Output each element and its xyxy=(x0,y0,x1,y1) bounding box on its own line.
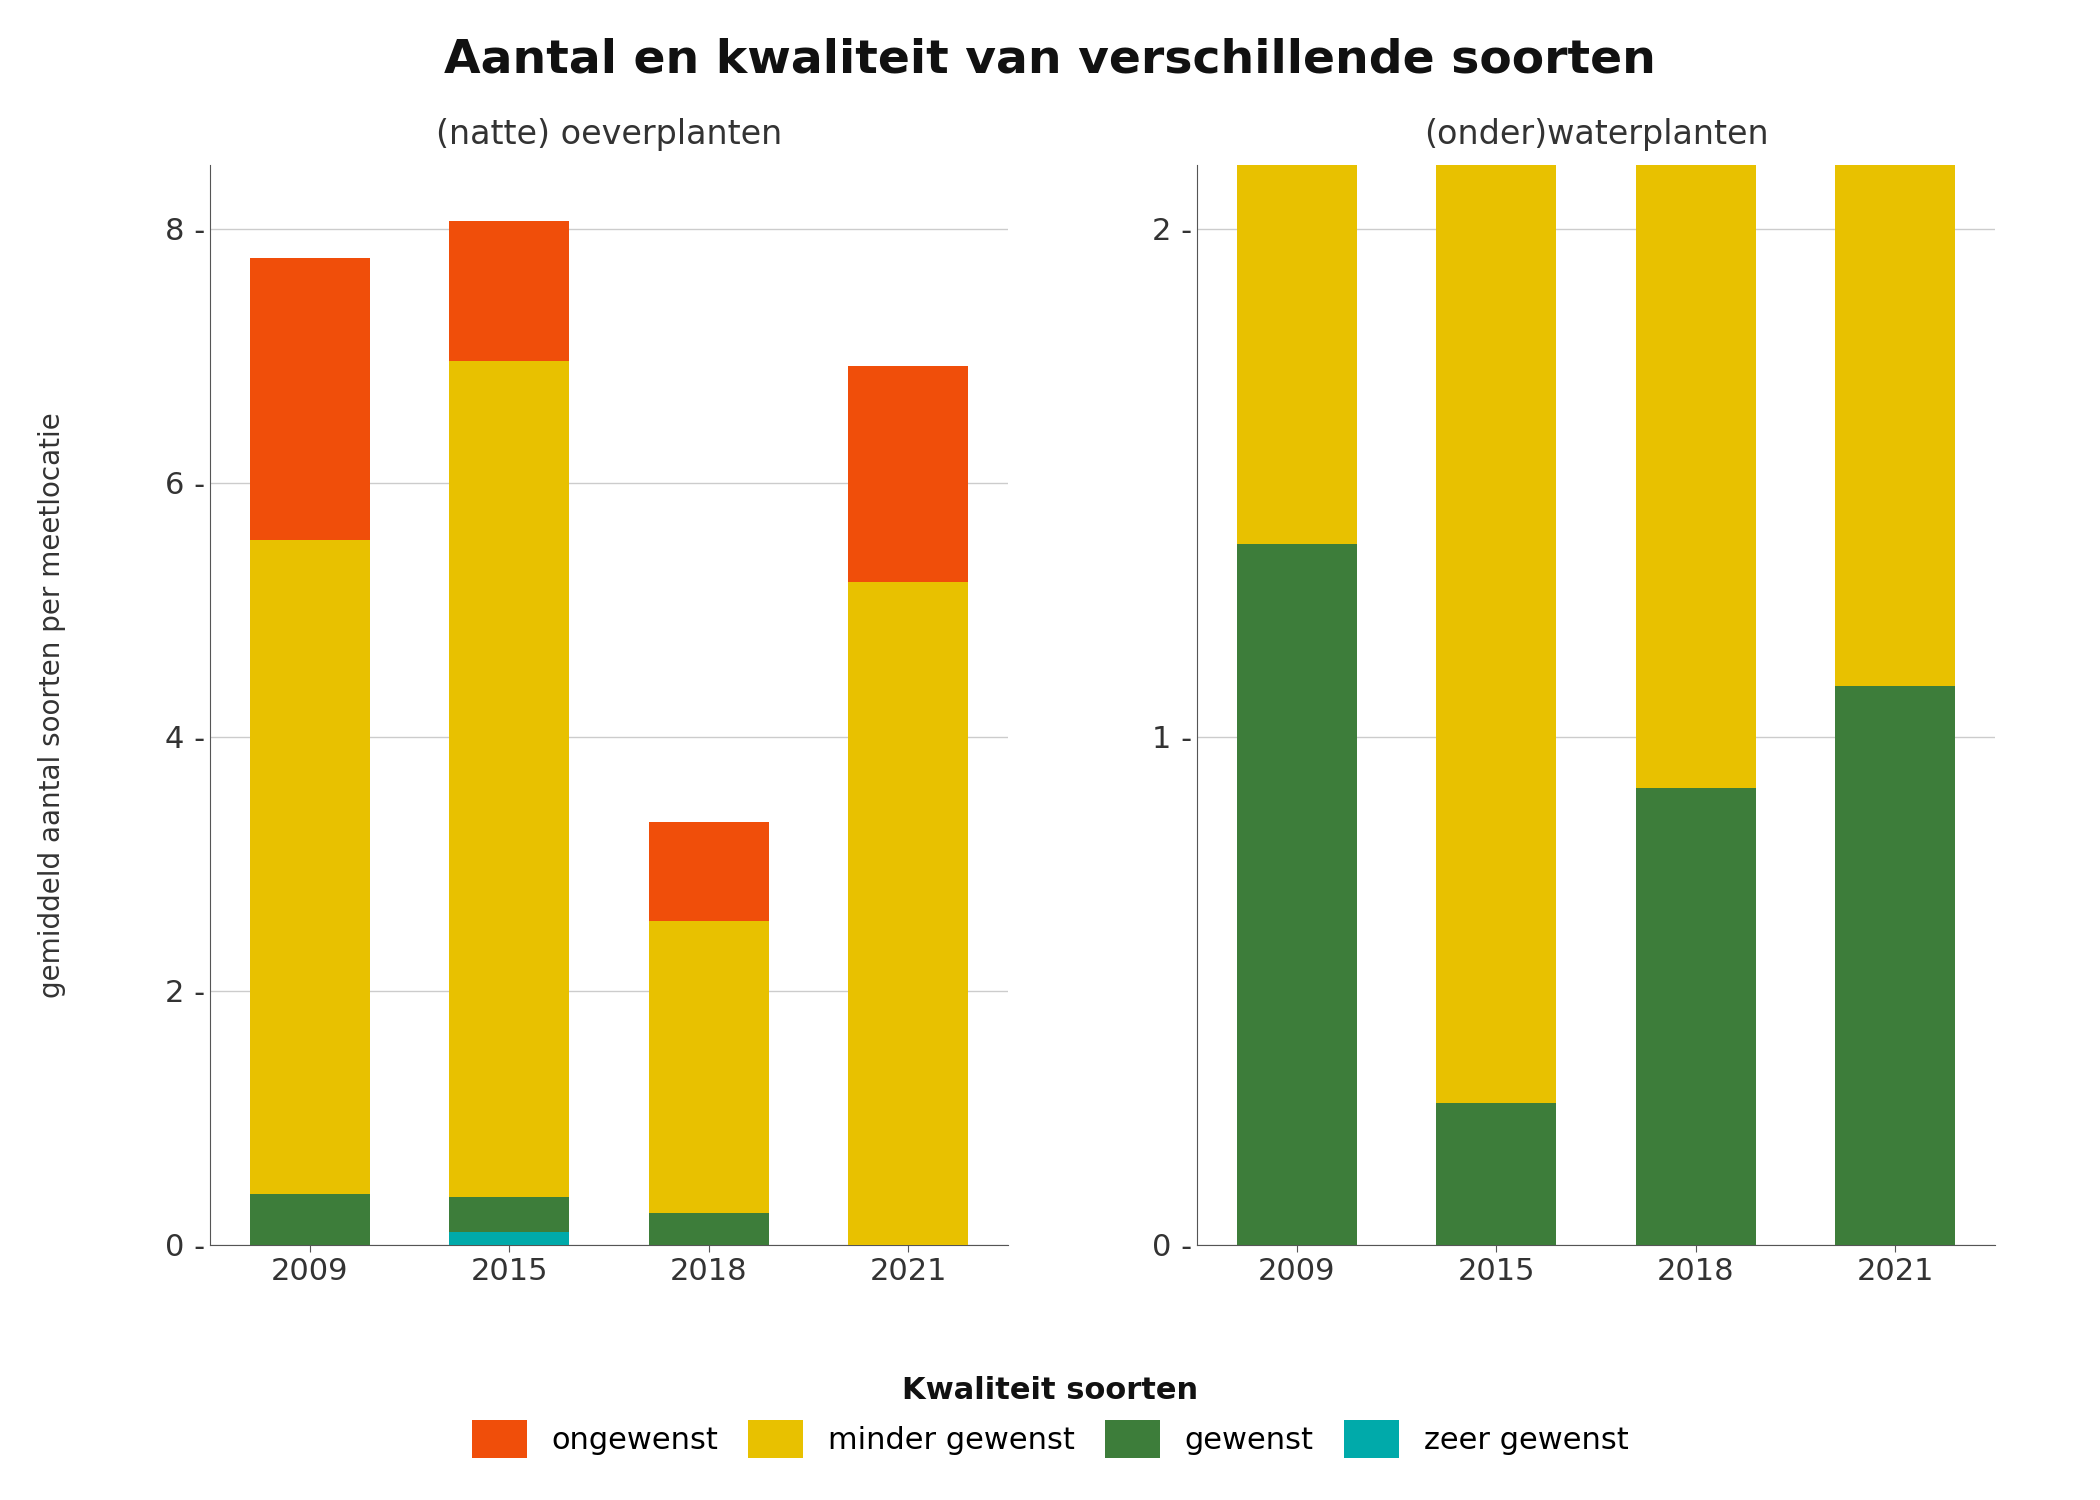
Bar xyxy=(250,540,370,1194)
Bar xyxy=(649,822,769,921)
Title: (onder)waterplanten: (onder)waterplanten xyxy=(1424,118,1768,152)
Bar xyxy=(1835,686,1955,1245)
Bar xyxy=(1636,788,1756,1245)
Bar xyxy=(449,1197,569,1233)
Bar xyxy=(649,921,769,1214)
Text: Aantal en kwaliteit van verschillende soorten: Aantal en kwaliteit van verschillende so… xyxy=(443,38,1657,82)
Bar xyxy=(848,582,968,1245)
Bar xyxy=(649,1214,769,1245)
Legend: ongewenst, minder gewenst, gewenst, zeer gewenst: ongewenst, minder gewenst, gewenst, zeer… xyxy=(460,1364,1640,1470)
Title: (natte) oeverplanten: (natte) oeverplanten xyxy=(437,118,781,152)
Bar xyxy=(848,366,968,582)
Bar xyxy=(1436,0,1556,1102)
Bar xyxy=(1237,0,1357,543)
Text: gemiddeld aantal soorten per meetlocatie: gemiddeld aantal soorten per meetlocatie xyxy=(38,413,67,998)
Bar xyxy=(1835,0,1955,686)
Bar xyxy=(250,258,370,540)
Bar xyxy=(449,360,569,1197)
Bar xyxy=(1636,0,1756,788)
Bar xyxy=(449,1233,569,1245)
Bar xyxy=(1237,543,1357,1245)
Bar xyxy=(1436,1102,1556,1245)
Bar xyxy=(449,220,569,360)
Bar xyxy=(250,1194,370,1245)
